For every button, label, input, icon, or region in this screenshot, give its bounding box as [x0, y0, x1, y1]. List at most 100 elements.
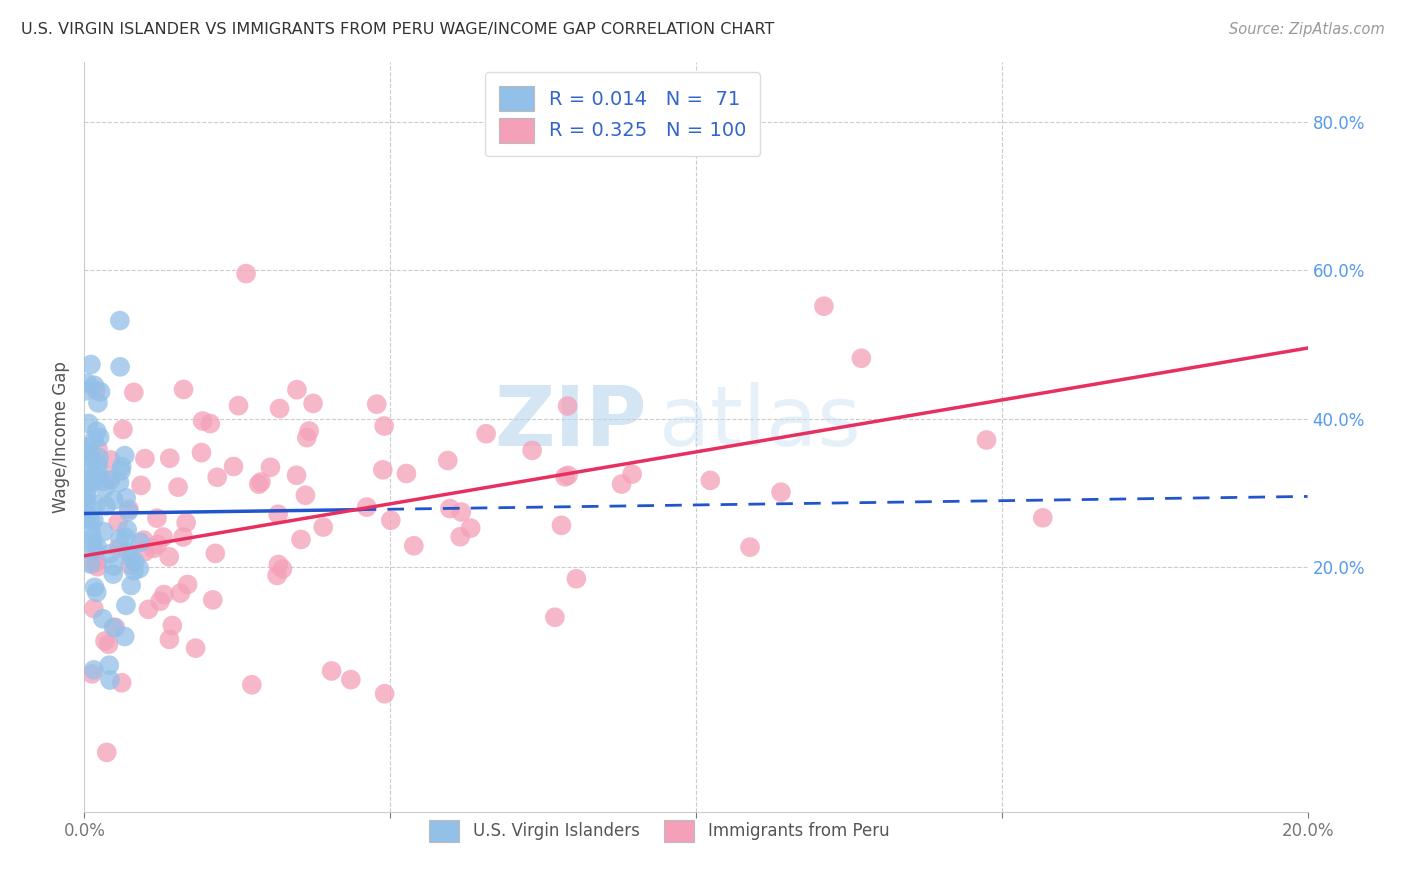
Point	[356, 500, 378, 514]
Point	[76, 495, 98, 509]
Point	[290, 533, 312, 547]
Point	[87, 450, 110, 465]
Point	[146, 511, 169, 525]
Point	[173, 383, 195, 397]
Point	[374, 687, 396, 701]
Point	[557, 468, 579, 483]
Point	[295, 431, 318, 445]
Point	[146, 537, 169, 551]
Point	[201, 593, 224, 607]
Point	[159, 451, 181, 466]
Point	[114, 531, 136, 545]
Point	[162, 618, 184, 632]
Point	[110, 464, 132, 478]
Legend: U.S. Virgin Islanders, Immigrants from Peru: U.S. Virgin Islanders, Immigrants from P…	[423, 814, 896, 848]
Point	[769, 485, 792, 500]
Point	[172, 530, 194, 544]
Point	[267, 558, 290, 572]
Point	[557, 399, 579, 413]
Point	[83, 663, 105, 677]
Point	[80, 666, 103, 681]
Point	[149, 594, 172, 608]
Point	[83, 513, 105, 527]
Text: U.S. VIRGIN ISLANDER VS IMMIGRANTS FROM PERU WAGE/INCOME GAP CORRELATION CHART: U.S. VIRGIN ISLANDER VS IMMIGRANTS FROM …	[21, 22, 775, 37]
Point	[366, 397, 388, 411]
Point	[302, 396, 325, 410]
Point	[93, 524, 115, 539]
Point	[813, 299, 835, 313]
Point	[79, 557, 101, 571]
Point	[450, 505, 472, 519]
Point	[86, 540, 108, 554]
Point	[83, 378, 105, 392]
Point	[82, 537, 104, 551]
Point	[128, 561, 150, 575]
Point	[94, 634, 117, 648]
Point	[97, 472, 120, 486]
Point	[115, 599, 138, 613]
Point	[174, 516, 197, 530]
Point	[77, 417, 100, 431]
Point	[108, 475, 131, 490]
Point	[321, 664, 343, 678]
Point	[103, 567, 125, 582]
Point	[118, 502, 141, 516]
Point	[298, 424, 321, 438]
Point	[142, 541, 165, 556]
Point	[76, 489, 98, 503]
Point	[84, 497, 107, 511]
Point	[191, 414, 214, 428]
Point	[266, 568, 288, 582]
Point	[82, 557, 104, 571]
Point	[205, 470, 228, 484]
Point	[79, 452, 101, 467]
Point	[200, 417, 222, 431]
Point	[475, 426, 498, 441]
Point	[169, 586, 191, 600]
Point	[103, 559, 125, 574]
Point	[152, 530, 174, 544]
Point	[402, 539, 425, 553]
Point	[104, 620, 127, 634]
Point	[380, 513, 402, 527]
Point	[87, 396, 110, 410]
Point	[111, 675, 134, 690]
Point	[111, 459, 134, 474]
Point	[114, 630, 136, 644]
Point	[132, 533, 155, 548]
Point	[80, 465, 103, 479]
Point	[621, 467, 644, 481]
Point	[80, 358, 103, 372]
Point	[228, 399, 250, 413]
Point	[108, 359, 131, 374]
Point	[267, 507, 290, 521]
Point	[550, 518, 572, 533]
Point	[89, 430, 111, 444]
Point	[107, 541, 129, 556]
Text: Source: ZipAtlas.com: Source: ZipAtlas.com	[1229, 22, 1385, 37]
Point	[176, 577, 198, 591]
Point	[79, 513, 101, 527]
Point	[138, 602, 160, 616]
Point	[554, 470, 576, 484]
Point	[124, 555, 146, 569]
Point	[851, 351, 873, 366]
Point	[269, 401, 291, 416]
Point	[94, 481, 117, 495]
Point	[111, 422, 134, 436]
Point	[439, 501, 461, 516]
Point	[120, 550, 142, 565]
Point	[520, 443, 543, 458]
Point	[134, 451, 156, 466]
Text: atlas: atlas	[659, 382, 860, 463]
Point	[699, 474, 721, 488]
Point	[80, 450, 103, 464]
Point	[117, 545, 139, 559]
Point	[76, 440, 98, 454]
Point	[108, 532, 131, 546]
Point	[108, 313, 131, 327]
Point	[82, 531, 104, 545]
Point	[395, 467, 418, 481]
Point	[98, 673, 121, 687]
Point	[90, 384, 112, 399]
